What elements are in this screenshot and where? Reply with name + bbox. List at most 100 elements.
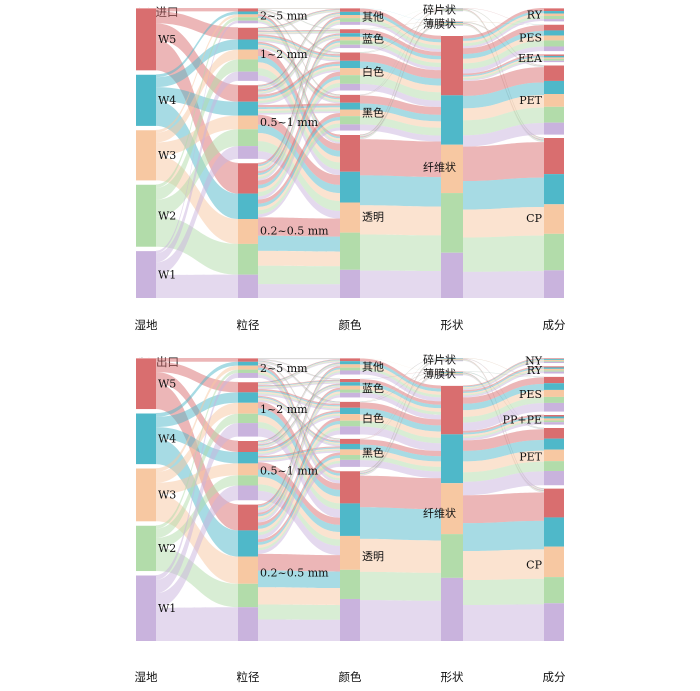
node-bar-segment xyxy=(238,129,258,147)
flow-ribbon xyxy=(463,429,544,451)
flow-ribbon xyxy=(156,129,238,217)
flow-ribbon xyxy=(360,359,441,473)
flow-ribbon xyxy=(463,46,544,74)
flow-ribbon xyxy=(360,358,441,439)
node-label: W5 xyxy=(158,378,176,391)
node-bar-segment xyxy=(544,603,564,641)
node-bar-segment xyxy=(441,8,463,10)
flow-ribbon xyxy=(360,374,441,476)
node-bar-segment xyxy=(238,607,258,641)
flow-ribbon xyxy=(258,11,340,31)
flow-ribbon xyxy=(463,8,544,25)
flow-ribbon xyxy=(258,360,340,380)
flow-ribbon xyxy=(258,12,340,86)
flow-ribbon xyxy=(360,8,441,29)
flow-ribbon xyxy=(360,439,441,457)
flow-ribbon xyxy=(360,358,441,402)
flow-ribbon xyxy=(258,430,340,540)
node-bar-segment xyxy=(441,252,463,298)
node-label: W1 xyxy=(158,602,176,615)
node-c_clear: 透明 xyxy=(340,470,384,641)
flow-ribbon xyxy=(360,371,441,379)
flow-ribbon xyxy=(258,87,340,200)
flow-ribbon xyxy=(258,15,340,90)
node-bar-segment xyxy=(544,361,564,364)
flow-ribbon xyxy=(156,8,238,12)
flow-ribbon xyxy=(258,387,340,515)
node-bar-segment xyxy=(544,55,564,58)
node-bar xyxy=(136,468,156,522)
node-bar-segment xyxy=(544,65,564,81)
node-label: W4 xyxy=(158,94,176,107)
node-label: W3 xyxy=(158,149,176,162)
flow-ribbon xyxy=(360,22,441,53)
node-label: W4 xyxy=(158,433,176,446)
node-label: 透明 xyxy=(362,550,384,563)
node-c_blue: 蓝色 xyxy=(340,378,384,398)
node-bar-segment xyxy=(238,463,258,476)
flow-ribbon xyxy=(360,358,441,379)
node-bar-segment xyxy=(238,14,258,18)
flow-ribbon xyxy=(258,21,340,170)
flow-ribbon xyxy=(360,9,441,136)
node-bar-segment xyxy=(238,402,258,414)
flow-ribbon xyxy=(360,358,441,402)
flow-ribbon xyxy=(258,361,340,403)
node-label: 0.5~1 mm xyxy=(260,116,319,129)
flow-ribbon xyxy=(258,393,340,409)
node-c_black: 黑色 xyxy=(340,438,384,467)
flow-ribbon xyxy=(360,8,441,40)
flow-ribbon xyxy=(156,71,238,263)
flow-ribbon xyxy=(156,369,238,529)
flow-ribbon xyxy=(463,8,544,25)
node-f_frag: 碎片状 xyxy=(423,353,463,367)
flow-ribbon xyxy=(156,361,238,393)
flow-ribbon xyxy=(360,358,441,372)
node-bar-segment xyxy=(340,75,360,84)
node-label: 其他 xyxy=(362,10,384,23)
node-bar-segment xyxy=(544,488,564,518)
node-bar-segment xyxy=(340,535,360,570)
flow-ribbon xyxy=(463,18,544,49)
node-bar-segment xyxy=(238,423,258,437)
flow-ribbon xyxy=(360,8,441,136)
flow-ribbon xyxy=(258,389,340,517)
node-bar-segment xyxy=(340,83,360,91)
flow-ribbon xyxy=(258,9,340,29)
flow-ribbon xyxy=(463,361,544,391)
flow-ribbon xyxy=(258,114,340,185)
flow-ribbon xyxy=(360,139,441,178)
flow-ribbon xyxy=(360,358,441,439)
node-bar-segment xyxy=(441,385,463,435)
flow-ribbon xyxy=(258,23,340,172)
flow-ribbon xyxy=(360,33,441,60)
column-axis-label: 湿地 xyxy=(135,318,158,332)
flow-ribbon xyxy=(258,458,340,548)
flow-ribbon xyxy=(360,22,441,54)
flow-ribbon xyxy=(360,21,441,30)
flow-ribbon xyxy=(258,390,340,407)
node-label: 白色 xyxy=(362,64,384,78)
flow-ribbon xyxy=(258,40,340,176)
node-bar-segment xyxy=(238,381,258,393)
flow-ribbon xyxy=(258,359,340,380)
node-bar-segment xyxy=(441,372,463,373)
node-bar-segment xyxy=(340,438,360,444)
flow-ribbon xyxy=(463,358,544,377)
node-bar-segment xyxy=(441,577,463,641)
node-bar-segment xyxy=(544,416,564,419)
flow-ribbon xyxy=(360,124,441,142)
flow-ribbon xyxy=(258,235,340,252)
flow-ribbon xyxy=(360,359,441,472)
node-PET: PET xyxy=(519,64,564,135)
node-bar-segment xyxy=(340,109,360,117)
flow-ribbon xyxy=(360,8,441,22)
node-bar-segment xyxy=(544,371,564,374)
flow-ribbon xyxy=(463,371,544,398)
flow-ribbon xyxy=(258,13,340,97)
node-bar-segment xyxy=(238,475,258,486)
node-label: PES xyxy=(519,388,542,401)
flow-ribbon xyxy=(360,75,441,101)
